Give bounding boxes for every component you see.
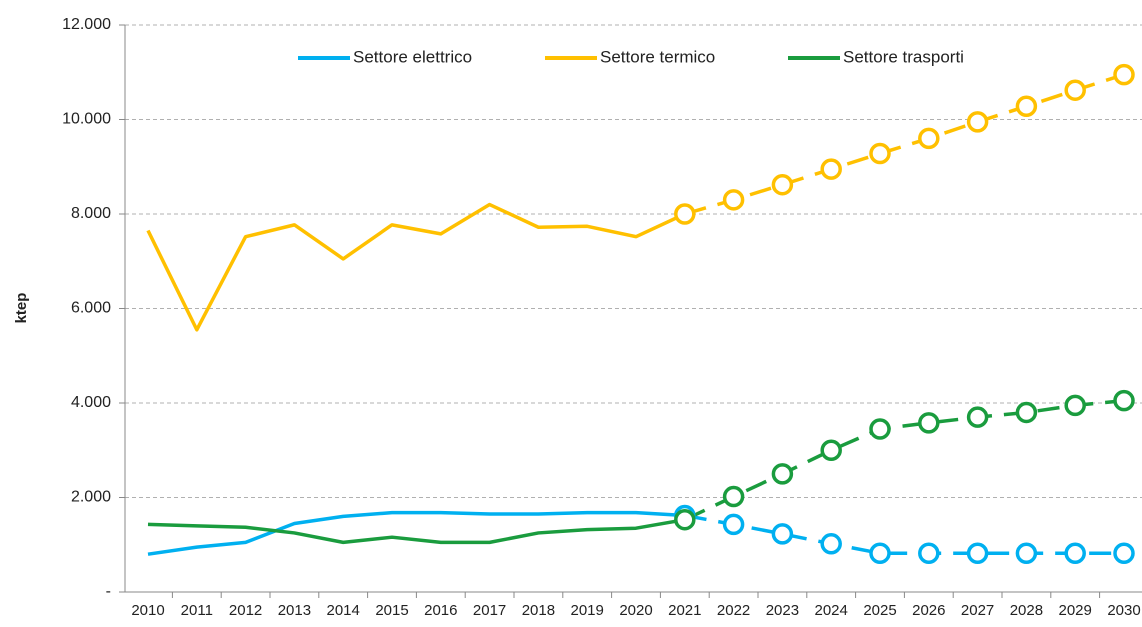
x-tick-label: 2023 xyxy=(766,602,799,619)
x-tick-label: 2022 xyxy=(717,602,750,619)
y-tick-label: 2.000 xyxy=(71,489,111,506)
marker xyxy=(966,542,989,565)
line xyxy=(146,202,686,332)
x-tick-label: 2012 xyxy=(229,602,262,619)
marker xyxy=(1064,79,1086,101)
marker xyxy=(869,142,891,165)
marker xyxy=(722,189,745,211)
x-tick-label: 2018 xyxy=(522,602,555,619)
marker xyxy=(674,203,696,225)
x-tick-label: 2020 xyxy=(619,602,652,619)
marker xyxy=(966,111,989,133)
x-tick-label: 2017 xyxy=(473,602,506,619)
marker xyxy=(1015,95,1038,118)
x-tick-label: 2021 xyxy=(668,602,701,619)
marker xyxy=(869,418,891,440)
marker xyxy=(869,542,891,565)
marker xyxy=(674,508,696,531)
x-tick-label: 2026 xyxy=(912,602,945,619)
x-tick-label: 2028 xyxy=(1010,602,1043,619)
marker xyxy=(1015,542,1038,565)
marker xyxy=(1113,542,1135,565)
y-tick-label: 6.000 xyxy=(71,300,111,317)
marker xyxy=(966,406,989,428)
marker xyxy=(918,542,940,565)
marker xyxy=(771,463,794,485)
marker xyxy=(722,485,745,508)
line xyxy=(147,510,685,556)
legend-label: Settore termico xyxy=(600,47,715,66)
x-tick-label: 2025 xyxy=(863,602,896,619)
y-tick-label: 4.000 xyxy=(71,394,111,411)
x-tick-label: 2015 xyxy=(375,602,408,619)
marker xyxy=(1064,394,1086,417)
x-tick-label: 2016 xyxy=(424,602,457,619)
legend-label: Settore elettrico xyxy=(353,47,472,66)
marker xyxy=(1064,542,1086,565)
legend-label: Settore trasporti xyxy=(843,47,964,66)
marker xyxy=(771,173,794,196)
marker xyxy=(820,439,842,461)
marker xyxy=(1113,63,1135,86)
x-tick-label: 2011 xyxy=(181,602,213,619)
forecast-line xyxy=(684,398,1125,522)
y-tick-label: 12.000 xyxy=(62,16,111,33)
forecast-line xyxy=(684,513,1124,556)
y-tick-label: - xyxy=(106,583,111,600)
x-tick-label: 2013 xyxy=(278,602,311,619)
y-axis-label: ktep xyxy=(13,293,30,324)
x-tick-label: 2029 xyxy=(1059,602,1092,619)
marker xyxy=(918,412,940,434)
x-tick-label: 2027 xyxy=(961,602,994,619)
x-tick-label: 2019 xyxy=(571,602,604,619)
marker xyxy=(1015,401,1038,424)
marker xyxy=(820,158,842,180)
x-tick-label: 2010 xyxy=(131,602,164,619)
x-tick-label: 2014 xyxy=(327,602,360,619)
forecast-line xyxy=(684,72,1125,216)
x-tick-label: 2030 xyxy=(1107,602,1140,619)
line xyxy=(147,517,686,545)
marker xyxy=(722,513,745,536)
x-tick-label: 2024 xyxy=(815,602,848,619)
y-tick-label: 8.000 xyxy=(71,205,111,222)
marker xyxy=(1113,389,1135,412)
marker xyxy=(771,523,794,545)
marker xyxy=(918,127,940,150)
marker xyxy=(820,533,842,555)
y-tick-label: 10.000 xyxy=(62,111,111,128)
